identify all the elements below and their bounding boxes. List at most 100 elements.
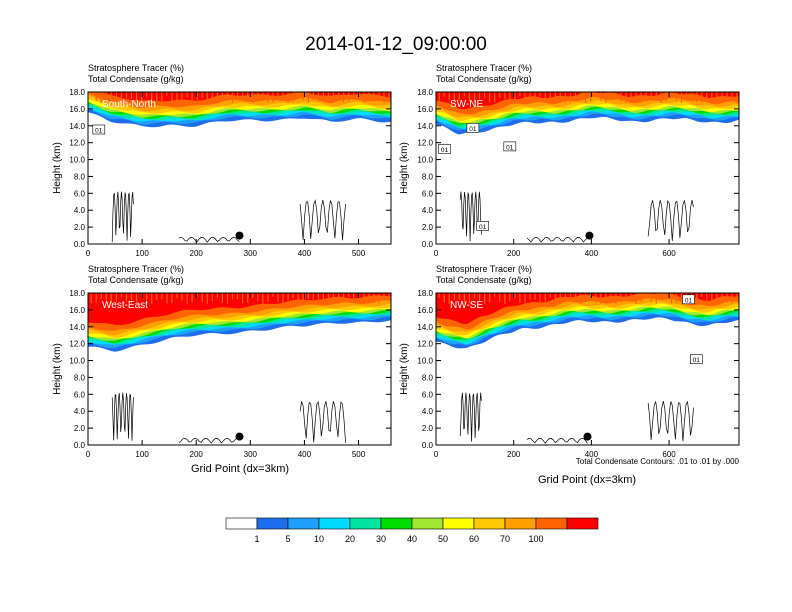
- tracer-streak: [443, 293, 445, 303]
- tracer-streak: [338, 293, 340, 304]
- tracer-streak: [247, 293, 249, 303]
- colorbar-label: 60: [469, 534, 479, 544]
- colorbar-label: 100: [528, 534, 543, 544]
- tracer-band: [88, 92, 391, 102]
- tracer-streak: [600, 293, 602, 304]
- tracer-streak: [514, 293, 516, 298]
- y-tick-label: 6.0: [74, 189, 86, 198]
- y-tick-label: 8.0: [74, 373, 86, 382]
- tracer-streak: [519, 92, 521, 97]
- tracer-streak: [206, 293, 208, 304]
- tracer-streak: [696, 92, 698, 103]
- tracer-streak: [302, 293, 304, 304]
- tracer-streak: [590, 92, 592, 102]
- y-tick-label: 4.0: [422, 206, 434, 215]
- tracer-streak: [438, 293, 440, 298]
- contour-note: Total Condensate Contours: .01 to .01 by…: [576, 457, 740, 466]
- tracer-streak: [166, 293, 168, 304]
- tracer-streak: [242, 92, 244, 97]
- tracer-streak: [625, 293, 627, 298]
- x-axis-label: Grid Point (dx=3km): [191, 463, 289, 475]
- colorbar-swatch: [504, 517, 537, 530]
- colorbar-swatch: [411, 517, 444, 530]
- tracer-streak: [620, 92, 622, 102]
- tracer-streak: [110, 92, 112, 98]
- tracer-streak: [468, 92, 470, 102]
- colorbar-swatch: [318, 517, 351, 530]
- y-tick-label: 18.0: [417, 289, 433, 298]
- tracer-streak: [489, 293, 491, 303]
- tracer-streak: [105, 293, 107, 301]
- y-tick-label: 12.0: [69, 139, 85, 148]
- colorbar-swatch: [256, 517, 289, 530]
- tracer-streak: [478, 92, 481, 100]
- colorbar-swatch: [442, 517, 475, 530]
- tracer-streak: [736, 293, 738, 300]
- contour-line: [647, 400, 694, 442]
- tracer-streak: [343, 92, 345, 103]
- tracer-band: [436, 92, 739, 110]
- tracer-streak: [686, 92, 688, 100]
- contour-line: [299, 199, 346, 241]
- location-marker: [235, 231, 244, 240]
- tracer-streak: [726, 293, 728, 303]
- tracer-streak: [726, 92, 728, 97]
- tracer-streak: [282, 92, 284, 100]
- tracer-streak: [590, 293, 592, 299]
- y-tick-label: 16.0: [69, 105, 85, 114]
- tracer-streak: [539, 92, 541, 97]
- x-tick-label: 600: [662, 450, 676, 459]
- contour-line: [526, 437, 588, 444]
- tracer-streak: [221, 293, 223, 303]
- y-tick-label: 16.0: [417, 306, 433, 315]
- tracer-streak: [332, 92, 335, 99]
- tracer-streak: [363, 92, 365, 103]
- tracer-streak: [191, 293, 193, 303]
- y-tick-label: 8.0: [74, 172, 86, 181]
- tracer-streak: [196, 293, 198, 297]
- x-tick-label: 400: [298, 450, 312, 459]
- y-tick-label: 6.0: [422, 390, 434, 399]
- tracer-streak: [736, 92, 738, 103]
- tracer-streak: [136, 92, 138, 103]
- tracer-streak: [181, 92, 183, 100]
- tracer-streak: [130, 293, 133, 304]
- tracer-streak: [368, 92, 370, 101]
- tracer-streak: [257, 92, 259, 99]
- tracer-streak: [655, 293, 657, 304]
- tracer-streak: [721, 92, 723, 102]
- tracer-streak: [579, 92, 582, 100]
- tracer-band: [436, 293, 739, 325]
- x-tick-label: 400: [585, 249, 599, 258]
- condensate-contours: [459, 191, 694, 243]
- tracer-streak: [216, 293, 218, 298]
- tracer-streak: [317, 92, 319, 97]
- y-tick-label: 16.0: [69, 306, 85, 315]
- tracer-streak: [706, 92, 708, 99]
- panel-title-line2: Total Condensate (g/kg): [436, 74, 532, 84]
- y-tick-label: 2.0: [74, 223, 86, 232]
- tracer-streak: [216, 92, 218, 102]
- x-tick-label: 300: [244, 450, 258, 459]
- x-tick-label: 200: [507, 450, 521, 459]
- tracer-streak: [292, 92, 294, 102]
- location-marker: [583, 432, 592, 441]
- tracer-streak: [670, 293, 672, 304]
- tracer-streak: [438, 92, 440, 102]
- x-tick-label: 0: [86, 249, 91, 258]
- tracer-streak: [363, 293, 365, 301]
- tracer-streak: [327, 293, 330, 298]
- tracer-streak: [267, 92, 269, 103]
- tracer-streak: [691, 92, 693, 98]
- tracer-streak: [665, 92, 667, 101]
- tracer-streak: [383, 293, 385, 299]
- panel-title-line1: Stratosphere Tracer (%): [436, 264, 532, 274]
- y-tick-label: 12.0: [69, 340, 85, 349]
- panel-sw-ne: Stratosphere Tracer (%) Total Condensate…: [399, 63, 740, 258]
- contour-label-box: [438, 144, 451, 154]
- tracer-streak: [373, 92, 375, 96]
- x-tick-label: 200: [507, 249, 521, 258]
- tracer-streak: [388, 92, 390, 100]
- condensate-contours: [111, 191, 346, 243]
- tracer-streak: [569, 293, 571, 297]
